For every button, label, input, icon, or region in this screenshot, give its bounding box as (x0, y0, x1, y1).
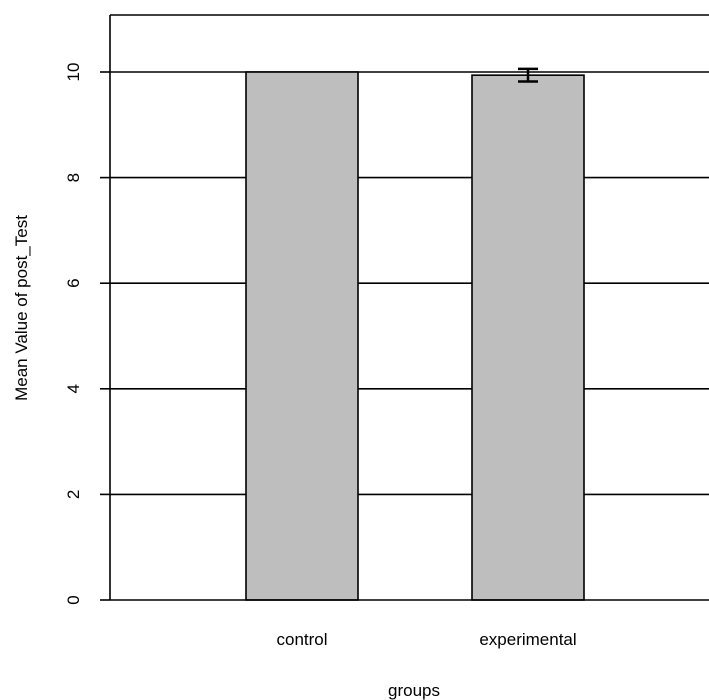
y-tick-label: 2 (64, 490, 83, 499)
y-tick-label: 0 (64, 595, 83, 604)
axes (109, 14, 709, 601)
y-tick-label: 10 (64, 63, 83, 82)
y-tick-label: 4 (64, 384, 83, 393)
error-bars (518, 67, 538, 83)
y-tick-label: 6 (64, 278, 83, 287)
bar-experimental (471, 74, 585, 601)
x-tick-label: experimental (479, 630, 576, 649)
x-tick-label: control (276, 630, 327, 649)
bar-control (245, 71, 359, 601)
gridlines (110, 71, 709, 496)
x-axis-label: groups (388, 681, 440, 700)
y-axis-label: Mean Value of post_Test (12, 215, 31, 401)
x-tick-labels: control experimental (276, 630, 576, 649)
y-tick-label: 8 (64, 173, 83, 182)
bars (245, 71, 585, 601)
y-tick-labels: 0 2 4 6 8 10 (64, 63, 110, 605)
